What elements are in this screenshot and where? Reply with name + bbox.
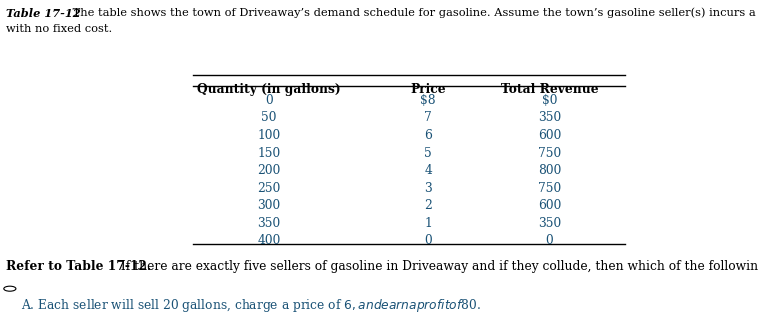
Text: 350: 350 (538, 111, 561, 124)
Text: 50: 50 (262, 111, 277, 124)
Text: with no fixed cost.: with no fixed cost. (6, 24, 112, 34)
Text: Price: Price (411, 83, 446, 96)
Text: 150: 150 (258, 147, 280, 160)
Text: 350: 350 (538, 217, 561, 230)
Text: Refer to Table 17-12.: Refer to Table 17-12. (6, 260, 151, 273)
Text: Total Revenue: Total Revenue (501, 83, 598, 96)
Text: 600: 600 (538, 129, 561, 142)
Text: 400: 400 (258, 235, 280, 247)
Text: $8: $8 (421, 94, 436, 107)
Text: 7: 7 (424, 111, 432, 124)
Text: Quantity (in gallons): Quantity (in gallons) (197, 83, 341, 96)
Text: 0: 0 (265, 94, 273, 107)
Text: 800: 800 (538, 164, 561, 177)
Text: 350: 350 (258, 217, 280, 230)
Text: 4: 4 (424, 164, 432, 177)
Text: 200: 200 (258, 164, 280, 177)
Text: 0: 0 (424, 235, 432, 247)
Text: 750: 750 (538, 147, 561, 160)
Text: 0: 0 (546, 235, 553, 247)
Text: 600: 600 (538, 199, 561, 212)
Text: Table 17-12: Table 17-12 (6, 8, 80, 19)
Text: If there are exactly five sellers of gasoline in Driveaway and if they collude, : If there are exactly five sellers of gas… (117, 260, 758, 273)
Text: 6: 6 (424, 129, 432, 142)
Text: A. Each seller will sell 20 gallons, charge a price of $6, and earn a profit of : A. Each seller will sell 20 gallons, cha… (21, 297, 481, 314)
Text: 250: 250 (258, 182, 280, 195)
Text: 100: 100 (258, 129, 280, 142)
Text: 5: 5 (424, 147, 432, 160)
Text: 3: 3 (424, 182, 432, 195)
Text: 750: 750 (538, 182, 561, 195)
Text: $0: $0 (542, 94, 557, 107)
Text: The table shows the town of Driveaway’s demand schedule for gasoline. Assume the: The table shows the town of Driveaway’s … (69, 8, 758, 19)
Text: 2: 2 (424, 199, 432, 212)
Text: 1: 1 (424, 217, 432, 230)
Text: 300: 300 (258, 199, 280, 212)
